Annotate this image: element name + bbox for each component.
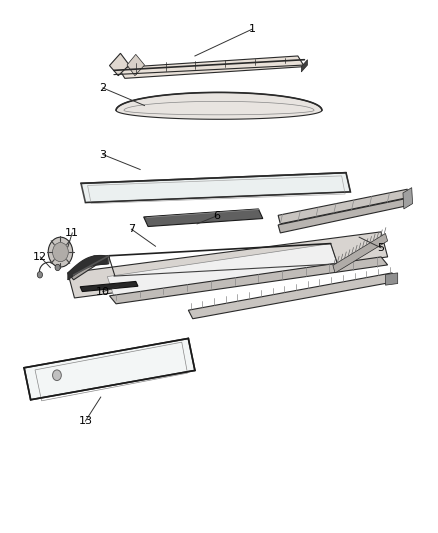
Text: 3: 3 [99, 150, 106, 159]
Text: 7: 7 [128, 224, 135, 234]
Polygon shape [80, 281, 138, 292]
Text: 5: 5 [378, 243, 385, 253]
Circle shape [48, 237, 73, 267]
Text: 10: 10 [96, 287, 110, 296]
Polygon shape [188, 273, 396, 319]
Text: 11: 11 [65, 228, 79, 238]
Polygon shape [110, 257, 388, 304]
Polygon shape [68, 256, 110, 280]
Polygon shape [278, 198, 410, 233]
Polygon shape [118, 56, 304, 78]
Text: 12: 12 [33, 252, 47, 262]
Polygon shape [278, 189, 410, 224]
Text: 13: 13 [78, 416, 92, 426]
Polygon shape [107, 244, 337, 296]
Polygon shape [301, 60, 307, 72]
Text: 2: 2 [99, 83, 106, 93]
Polygon shape [116, 92, 322, 119]
Polygon shape [110, 53, 129, 76]
Text: 1: 1 [248, 25, 255, 34]
Polygon shape [24, 338, 195, 400]
Text: 6: 6 [213, 211, 220, 221]
Polygon shape [127, 54, 145, 76]
Polygon shape [333, 233, 388, 273]
Polygon shape [81, 173, 350, 203]
Polygon shape [385, 273, 398, 285]
Circle shape [53, 243, 68, 262]
Polygon shape [68, 232, 388, 298]
Polygon shape [68, 255, 107, 280]
Polygon shape [144, 209, 263, 227]
Circle shape [53, 370, 61, 381]
Circle shape [37, 272, 42, 278]
Polygon shape [403, 188, 413, 209]
Circle shape [55, 264, 60, 271]
